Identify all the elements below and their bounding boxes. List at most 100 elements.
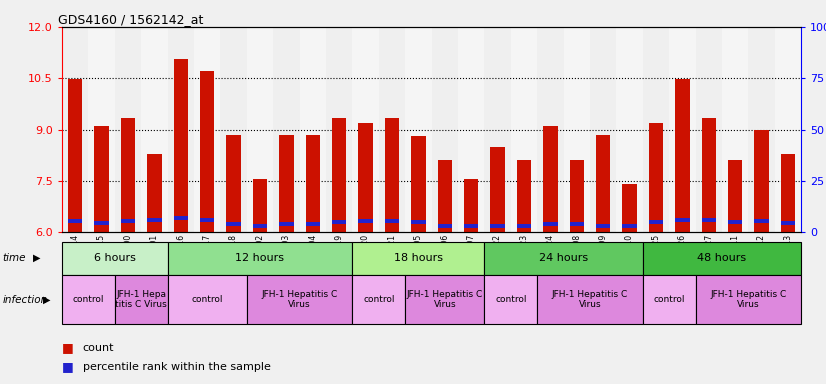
Text: count: count (83, 343, 114, 353)
Bar (115, 27, 141, 232)
Text: ■: ■ (62, 341, 74, 354)
Text: JFH-1 Hepatitis C
Virus: JFH-1 Hepatitis C Virus (552, 290, 628, 309)
Bar (385, 118, 399, 232)
Bar (411, 220, 425, 224)
Text: 18 hours: 18 hours (394, 253, 443, 263)
Bar (121, 118, 135, 232)
Bar (748, 27, 775, 232)
Text: time: time (2, 253, 26, 263)
Bar (279, 135, 293, 232)
Text: JFH-1 Hepatitis C
Virus: JFH-1 Hepatitis C Virus (406, 290, 483, 309)
Bar (68, 79, 83, 232)
Bar (406, 275, 484, 324)
Bar (458, 27, 484, 232)
Bar (596, 135, 610, 232)
Bar (517, 224, 531, 228)
Bar (332, 220, 346, 224)
Bar (253, 179, 268, 232)
Bar (544, 222, 558, 227)
Text: control: control (192, 295, 223, 304)
Bar (648, 220, 663, 224)
Bar (173, 60, 188, 232)
Bar (379, 27, 406, 232)
Bar (781, 154, 795, 232)
Bar (62, 275, 115, 324)
Bar (247, 275, 353, 324)
Bar (728, 161, 743, 232)
Text: percentile rank within the sample: percentile rank within the sample (83, 362, 270, 372)
Text: control: control (653, 295, 685, 304)
Bar (701, 218, 716, 222)
Bar (484, 27, 510, 232)
Bar (431, 27, 458, 232)
Bar (94, 126, 109, 232)
Bar (326, 27, 353, 232)
Text: JFH-1 Hepa
titis C Virus: JFH-1 Hepa titis C Virus (116, 290, 167, 309)
Bar (754, 130, 769, 232)
Bar (200, 218, 215, 222)
Bar (701, 118, 716, 232)
Bar (643, 275, 695, 324)
Text: control: control (73, 295, 104, 304)
Bar (622, 184, 637, 232)
Bar (590, 27, 616, 232)
Text: 24 hours: 24 hours (539, 253, 588, 263)
Text: infection: infection (2, 295, 48, 305)
Text: control: control (363, 295, 395, 304)
Bar (68, 218, 83, 223)
Bar (563, 27, 590, 232)
Text: GDS4160 / 1562142_at: GDS4160 / 1562142_at (59, 13, 204, 26)
Bar (775, 27, 801, 232)
Bar (484, 275, 537, 324)
Bar (147, 218, 162, 222)
Text: ▶: ▶ (33, 253, 40, 263)
Bar (695, 275, 801, 324)
Bar (141, 27, 168, 232)
Text: 6 hours: 6 hours (94, 253, 135, 263)
Bar (695, 27, 722, 232)
Bar (221, 27, 247, 232)
Bar (306, 222, 320, 227)
Bar (616, 27, 643, 232)
Bar (226, 135, 241, 232)
Bar (484, 242, 643, 275)
Bar (411, 136, 425, 232)
Text: ■: ■ (62, 360, 74, 373)
Bar (147, 154, 162, 232)
Text: JFH-1 Hepatitis C
Virus: JFH-1 Hepatitis C Virus (262, 290, 338, 309)
Bar (168, 242, 353, 275)
Bar (510, 27, 537, 232)
Bar (273, 27, 300, 232)
Bar (464, 179, 478, 232)
Bar (353, 242, 484, 275)
Bar (247, 27, 273, 232)
Text: ▶: ▶ (43, 295, 50, 305)
Bar (438, 224, 452, 228)
Bar (62, 27, 88, 232)
Bar (675, 79, 690, 232)
Bar (464, 224, 478, 228)
Bar (88, 27, 115, 232)
Bar (622, 224, 637, 228)
Text: JFH-1 Hepatitis C
Virus: JFH-1 Hepatitis C Virus (710, 290, 786, 309)
Bar (537, 275, 643, 324)
Bar (675, 218, 690, 222)
Bar (406, 27, 431, 232)
Bar (669, 27, 695, 232)
Bar (438, 161, 452, 232)
Bar (728, 220, 743, 224)
Bar (358, 218, 373, 223)
Bar (722, 27, 748, 232)
Bar (570, 161, 584, 232)
Bar (491, 224, 505, 228)
Bar (517, 161, 531, 232)
Bar (94, 221, 109, 225)
Bar (253, 224, 268, 228)
Bar (226, 222, 241, 227)
Bar (353, 275, 406, 324)
Bar (596, 224, 610, 228)
Bar (168, 275, 247, 324)
Bar (648, 123, 663, 232)
Bar (200, 71, 215, 232)
Bar (754, 218, 769, 223)
